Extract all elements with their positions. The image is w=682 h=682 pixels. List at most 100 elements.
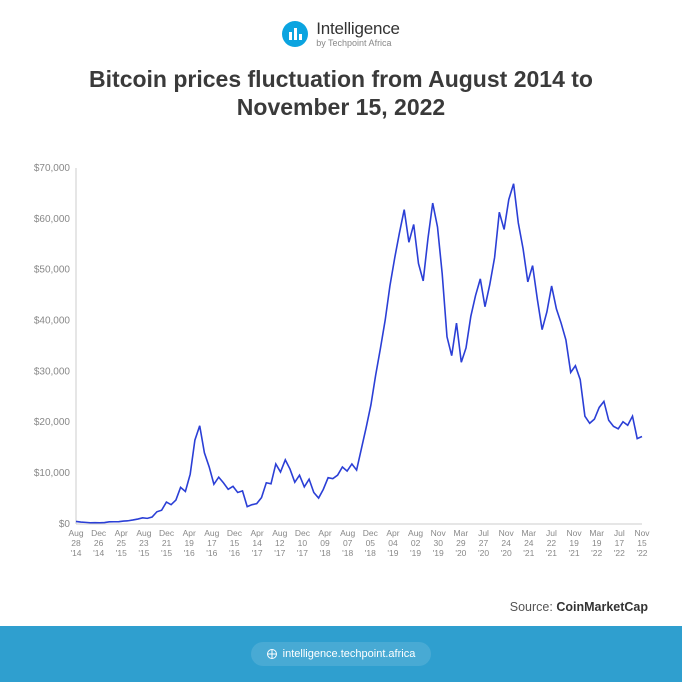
svg-text:Aug: Aug [68, 528, 83, 538]
svg-text:29: 29 [456, 538, 466, 548]
svg-text:Dec: Dec [91, 528, 107, 538]
footer-bar: intelligence.techpoint.africa [0, 626, 682, 682]
svg-text:'15: '15 [116, 548, 127, 558]
svg-text:19: 19 [569, 538, 579, 548]
brand-main: Intelligence [316, 20, 400, 39]
svg-text:30: 30 [434, 538, 444, 548]
svg-text:24: 24 [524, 538, 534, 548]
svg-text:15: 15 [230, 538, 240, 548]
svg-text:07: 07 [343, 538, 353, 548]
svg-text:15: 15 [637, 538, 647, 548]
svg-text:'21: '21 [569, 548, 580, 558]
svg-text:12: 12 [275, 538, 285, 548]
svg-text:'22: '22 [636, 548, 647, 558]
chart-container: $0$10,000$20,000$30,000$40,000$50,000$60… [0, 138, 682, 592]
svg-text:Dec: Dec [295, 528, 311, 538]
svg-text:14: 14 [252, 538, 262, 548]
svg-text:'22: '22 [591, 548, 602, 558]
svg-text:'20: '20 [501, 548, 512, 558]
svg-text:$40,000: $40,000 [34, 316, 71, 327]
svg-text:Mar: Mar [521, 528, 536, 538]
svg-text:05: 05 [366, 538, 376, 548]
svg-text:Aug: Aug [204, 528, 219, 538]
svg-text:19: 19 [184, 538, 194, 548]
svg-text:04: 04 [388, 538, 398, 548]
svg-text:Nov: Nov [499, 528, 515, 538]
svg-text:Mar: Mar [454, 528, 469, 538]
svg-text:02: 02 [411, 538, 421, 548]
svg-text:Jul: Jul [546, 528, 557, 538]
svg-text:'17: '17 [274, 548, 285, 558]
svg-text:Dec: Dec [363, 528, 379, 538]
svg-text:'22: '22 [614, 548, 625, 558]
svg-text:'14: '14 [93, 548, 104, 558]
svg-text:Nov: Nov [634, 528, 650, 538]
svg-text:'15: '15 [138, 548, 149, 558]
price-chart: $0$10,000$20,000$30,000$40,000$50,000$60… [20, 138, 652, 592]
svg-text:'18: '18 [320, 548, 331, 558]
svg-text:Nov: Nov [431, 528, 447, 538]
svg-text:'14: '14 [70, 548, 81, 558]
svg-text:'21: '21 [523, 548, 534, 558]
svg-text:17: 17 [615, 538, 625, 548]
svg-text:24: 24 [501, 538, 511, 548]
svg-text:Apr: Apr [318, 528, 331, 538]
svg-text:26: 26 [94, 538, 104, 548]
svg-text:'18: '18 [342, 548, 353, 558]
svg-text:'18: '18 [365, 548, 376, 558]
svg-text:$60,000: $60,000 [34, 214, 71, 225]
svg-text:'20: '20 [478, 548, 489, 558]
svg-text:Aug: Aug [272, 528, 287, 538]
svg-text:$20,000: $20,000 [34, 417, 71, 428]
brand-text: Intelligence by Techpoint Africa [316, 20, 400, 49]
svg-text:Dec: Dec [159, 528, 175, 538]
svg-text:'16: '16 [206, 548, 217, 558]
logo-icon [282, 21, 308, 47]
globe-icon [267, 649, 277, 659]
svg-text:21: 21 [162, 538, 172, 548]
svg-text:'19: '19 [433, 548, 444, 558]
chart-title: Bitcoin prices fluctuation from August 2… [0, 59, 682, 139]
svg-text:Jul: Jul [478, 528, 489, 538]
source-line: Source: CoinMarketCap [0, 592, 682, 626]
source-label: Source: [510, 600, 553, 614]
svg-text:'19: '19 [387, 548, 398, 558]
svg-text:23: 23 [139, 538, 149, 548]
svg-text:Apr: Apr [115, 528, 128, 538]
svg-text:'20: '20 [455, 548, 466, 558]
svg-text:Nov: Nov [567, 528, 583, 538]
svg-text:17: 17 [207, 538, 217, 548]
svg-text:Aug: Aug [340, 528, 355, 538]
svg-text:22: 22 [547, 538, 557, 548]
svg-text:Apr: Apr [386, 528, 399, 538]
footer-url: intelligence.techpoint.africa [283, 648, 416, 660]
source-name: CoinMarketCap [556, 600, 648, 614]
svg-text:$50,000: $50,000 [34, 265, 71, 276]
svg-text:28: 28 [71, 538, 81, 548]
svg-text:Mar: Mar [589, 528, 604, 538]
svg-text:Jul: Jul [614, 528, 625, 538]
svg-text:$30,000: $30,000 [34, 366, 71, 377]
svg-text:'16: '16 [229, 548, 240, 558]
svg-text:$70,000: $70,000 [34, 163, 71, 174]
svg-text:$10,000: $10,000 [34, 468, 71, 479]
svg-text:Dec: Dec [227, 528, 243, 538]
svg-text:Apr: Apr [251, 528, 264, 538]
svg-text:'19: '19 [410, 548, 421, 558]
svg-text:Aug: Aug [408, 528, 423, 538]
brand-header: Intelligence by Techpoint Africa [0, 0, 682, 59]
svg-text:'17: '17 [297, 548, 308, 558]
svg-text:'17: '17 [252, 548, 263, 558]
svg-text:Apr: Apr [183, 528, 196, 538]
brand-sub: by Techpoint Africa [316, 39, 400, 49]
footer-url-pill: intelligence.techpoint.africa [251, 642, 432, 666]
svg-text:'16: '16 [184, 548, 195, 558]
svg-text:10: 10 [298, 538, 308, 548]
svg-text:'21: '21 [546, 548, 557, 558]
svg-text:Aug: Aug [136, 528, 151, 538]
svg-text:25: 25 [117, 538, 127, 548]
svg-text:'15: '15 [161, 548, 172, 558]
svg-text:09: 09 [320, 538, 330, 548]
svg-text:19: 19 [592, 538, 602, 548]
svg-text:27: 27 [479, 538, 489, 548]
